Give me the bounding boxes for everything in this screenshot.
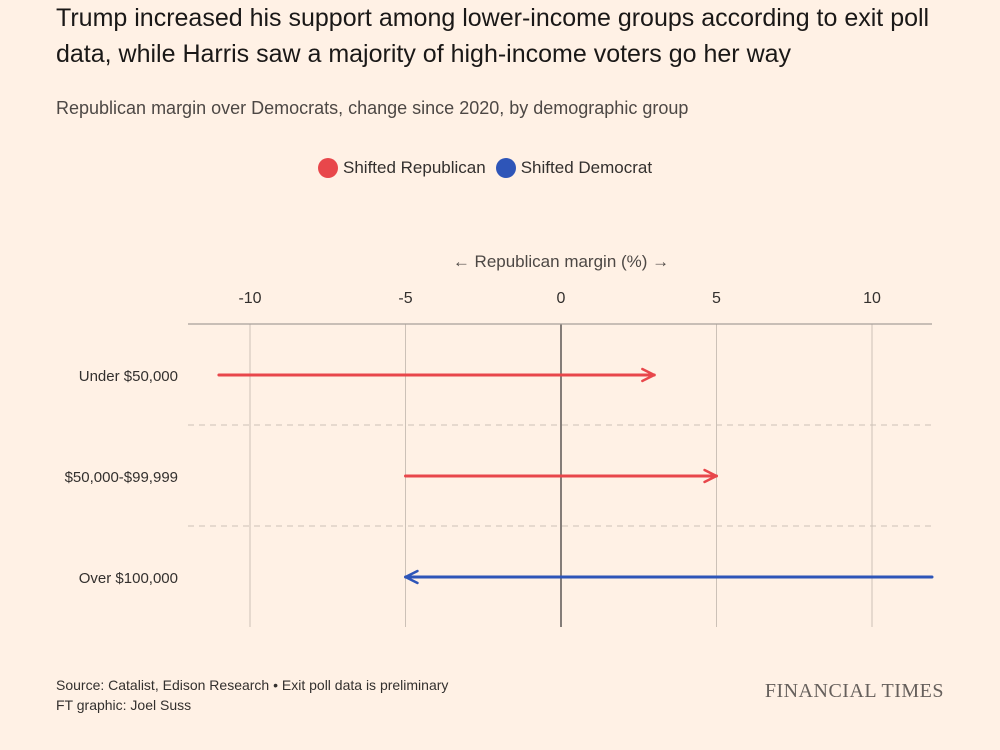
legend-swatch-republican [318,158,338,178]
source-note: Source: Catalist, Edison Research • Exit… [56,677,449,693]
y-category-label: $50,000-$99,999 [65,469,178,486]
y-category-label: Over $100,000 [79,570,178,587]
x-axis-title: ← Republican margin (%) → [453,252,669,271]
ft-logo: FINANCIAL TIMES [764,680,944,702]
x-tick-label: 10 [863,290,881,307]
legend-item-republican: Shifted Republican [318,158,486,178]
footer: Source: Catalist, Edison Research • Exit… [56,675,448,715]
legend-swatch-democrat [495,158,516,178]
chart-title: Trump increased his support among lower-… [56,4,930,68]
x-tick-label: -10 [238,290,261,307]
legend: Shifted Republican Shifted Democrat [318,158,652,178]
x-tick-label: 0 [557,290,566,307]
y-category-label: Under $50,000 [79,368,178,385]
x-tick-label: 5 [712,290,721,307]
legend-label-democrat: Shifted Democrat [520,158,653,177]
legend-label-republican: Shifted Republican [343,158,486,177]
x-tick-label: -5 [398,290,412,307]
legend-item-democrat: Shifted Democrat [495,158,653,178]
chart-subtitle: Republican margin over Democrats, change… [56,98,689,118]
graphic-credit: FT graphic: Joel Suss [56,697,192,713]
